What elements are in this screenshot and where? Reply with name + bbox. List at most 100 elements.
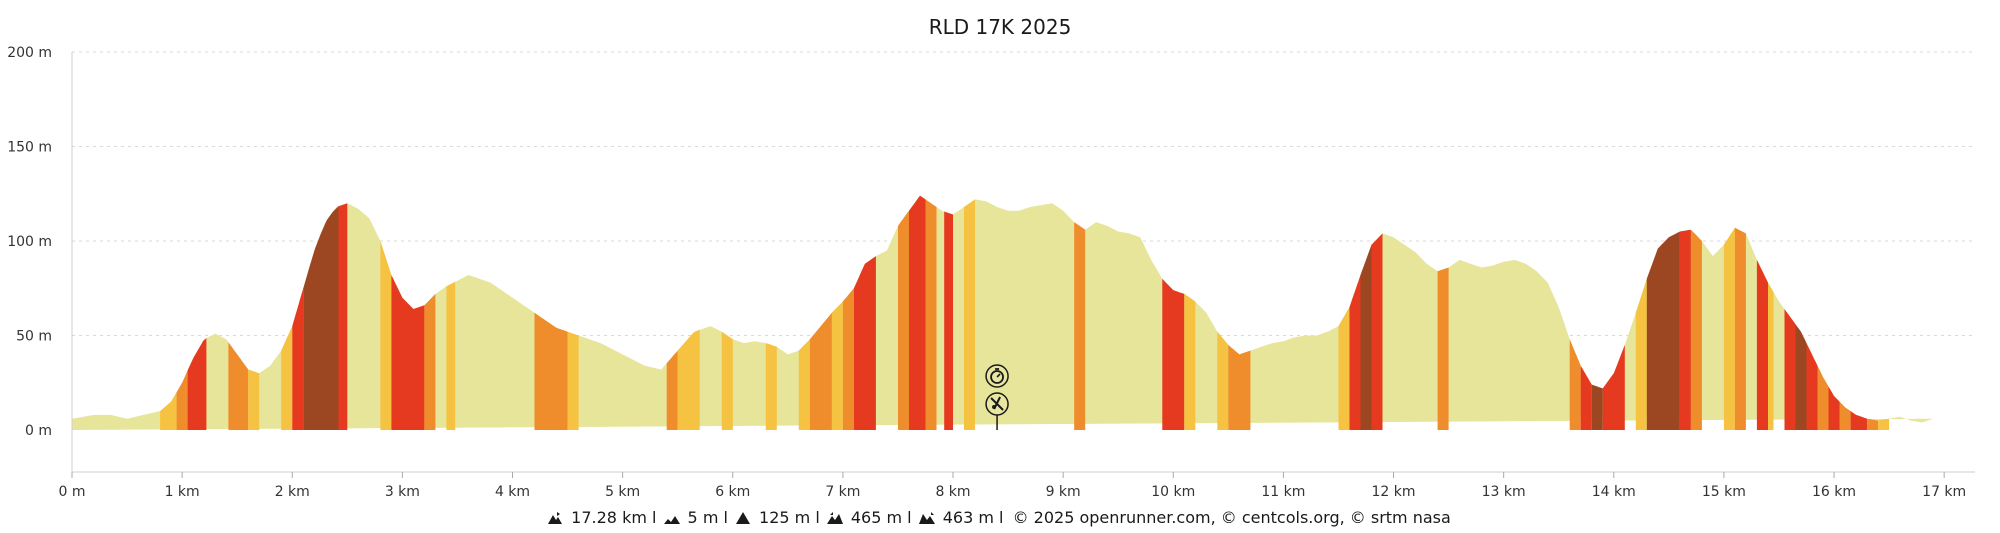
gradient-band-high: [853, 256, 876, 430]
gradient-band-low: [831, 301, 843, 430]
gradient-band-medium: [842, 288, 854, 430]
gradient-band-low: [798, 339, 810, 430]
gradient-band-high: [1806, 343, 1818, 430]
gradient-band-steep: [303, 206, 339, 430]
x-tick-label: 16 km: [1812, 484, 1856, 500]
stopwatch-icon[interactable]: [985, 364, 1009, 388]
gradient-band-high: [338, 203, 348, 430]
gradient-band-high: [1784, 309, 1796, 430]
min-altitude-icon: [663, 516, 680, 524]
gradient-band-low: [677, 329, 700, 430]
gradient-band-medium: [424, 293, 436, 430]
gradient-band-low: [380, 241, 392, 430]
gradient-band-high: [1602, 344, 1625, 430]
gradient-band-low: [1768, 282, 1774, 430]
gradient-band-medium: [1569, 339, 1581, 430]
x-tick-label: 6 km: [715, 484, 750, 500]
gradient-band-medium: [1074, 222, 1086, 430]
gradient-band-low: [765, 343, 777, 430]
x-tick-label: 13 km: [1482, 484, 1526, 500]
gradient-band-medium: [1839, 401, 1851, 430]
x-tick-label: 11 km: [1261, 484, 1305, 500]
gradient-band-high: [1756, 259, 1768, 430]
gradient-band-medium: [809, 312, 832, 430]
y-tick-labels: 0 m 50 m 100 m 150 m 200 m: [7, 45, 52, 439]
gradient-band-high: [1580, 365, 1592, 430]
x-tick-label: 10 km: [1151, 484, 1195, 500]
gradient-band-medium: [666, 350, 678, 430]
gradient-band-low: [1338, 307, 1350, 430]
course-markers[interactable]: [985, 364, 1009, 430]
max-altitude-icon: [736, 512, 751, 524]
descent-icon: [918, 512, 935, 524]
gradient-bands: [160, 195, 1890, 430]
x-tick-label: 2 km: [275, 484, 310, 500]
x-tick-label: 3 km: [385, 484, 420, 500]
gradient-band-low: [1217, 331, 1229, 430]
gradient-band-low: [1878, 418, 1890, 430]
gradient-band-high: [187, 338, 207, 430]
y-tick-label: 200 m: [7, 45, 52, 61]
stat-descent: 463 m l: [942, 508, 1004, 527]
x-tick-label: 4 km: [495, 484, 530, 500]
gradient-band-high: [292, 288, 304, 430]
gradient-band-high: [944, 211, 953, 430]
y-tick-label: 100 m: [7, 234, 52, 250]
stat-max-altitude: 125 m l: [759, 508, 820, 527]
gradient-band-steep: [1360, 244, 1372, 430]
gradient-band-medium: [925, 199, 937, 430]
gradient-band-low: [446, 281, 456, 430]
gradient-band-low: [721, 331, 733, 430]
gradient-band-medium: [1867, 418, 1879, 430]
x-tick-label: 14 km: [1592, 484, 1636, 500]
gradient-band-steep: [1646, 231, 1680, 430]
gradient-band-medium: [1228, 344, 1251, 430]
gradient-band-steep: [1591, 384, 1603, 430]
x-tick-labels: 0 m 1 km 2 km 3 km 4 km 5 km 6 km 7 km 8 km 9 km 1…: [59, 472, 1966, 500]
x-tick-label: 12 km: [1372, 484, 1416, 500]
gradient-band-high: [1828, 386, 1840, 430]
gradient-band-medium: [898, 210, 909, 430]
axes: [71, 52, 1975, 473]
gradient-band-high: [1371, 233, 1383, 430]
gradient-band-low: [1723, 227, 1735, 430]
chart-title: RLD 17K 2025: [929, 15, 1072, 39]
stat-distance: 17.28 km l: [571, 508, 657, 527]
x-tick-label: 5 km: [605, 484, 640, 500]
y-tick-label: 150 m: [7, 140, 52, 156]
gradient-band-low: [1184, 293, 1196, 430]
distance-icon: [548, 512, 563, 524]
y-tick-label: 0 m: [25, 423, 52, 439]
gradient-band-high: [391, 275, 425, 430]
gradient-band-high: [1162, 278, 1185, 430]
gradient-band-medium: [534, 312, 568, 430]
gradient-band-low: [964, 199, 975, 430]
gradient-band-low: [160, 392, 177, 430]
route-stats-bar: 17.28 km l 5 m l 125 m l 465 m l 463 m l…: [0, 508, 2000, 527]
x-tick-label: 9 km: [1046, 484, 1081, 500]
gradient-band-medium: [228, 342, 249, 430]
ascent-icon: [826, 512, 843, 524]
x-tick-label: 15 km: [1702, 484, 1746, 500]
gradient-band-medium: [1817, 365, 1829, 430]
x-tick-label: 17 km: [1922, 484, 1966, 500]
x-tick-label: 0 m: [59, 484, 86, 500]
gradient-band-low: [281, 326, 293, 430]
gradient-band-medium: [1734, 227, 1746, 430]
gradient-band-low: [248, 369, 260, 430]
gradient-band-medium: [1690, 229, 1702, 430]
gradient-band-steep: [1795, 324, 1807, 430]
no-cycling-icon[interactable]: [985, 392, 1009, 416]
x-tick-label: 8 km: [935, 484, 970, 500]
y-tick-label: 50 m: [16, 329, 52, 345]
stat-min-altitude: 5 m l: [687, 508, 728, 527]
gradient-band-high: [909, 195, 926, 430]
gradient-band-high: [1679, 229, 1691, 430]
x-tick-label: 7 km: [825, 484, 860, 500]
gradient-band-medium: [176, 370, 188, 430]
stat-credits: © 2025 openrunner.com, © centcols.org, ©…: [1012, 508, 1451, 527]
gradient-band-medium: [1437, 267, 1449, 430]
stat-ascent: 465 m l: [850, 508, 912, 527]
gradient-band-high: [1850, 411, 1868, 430]
